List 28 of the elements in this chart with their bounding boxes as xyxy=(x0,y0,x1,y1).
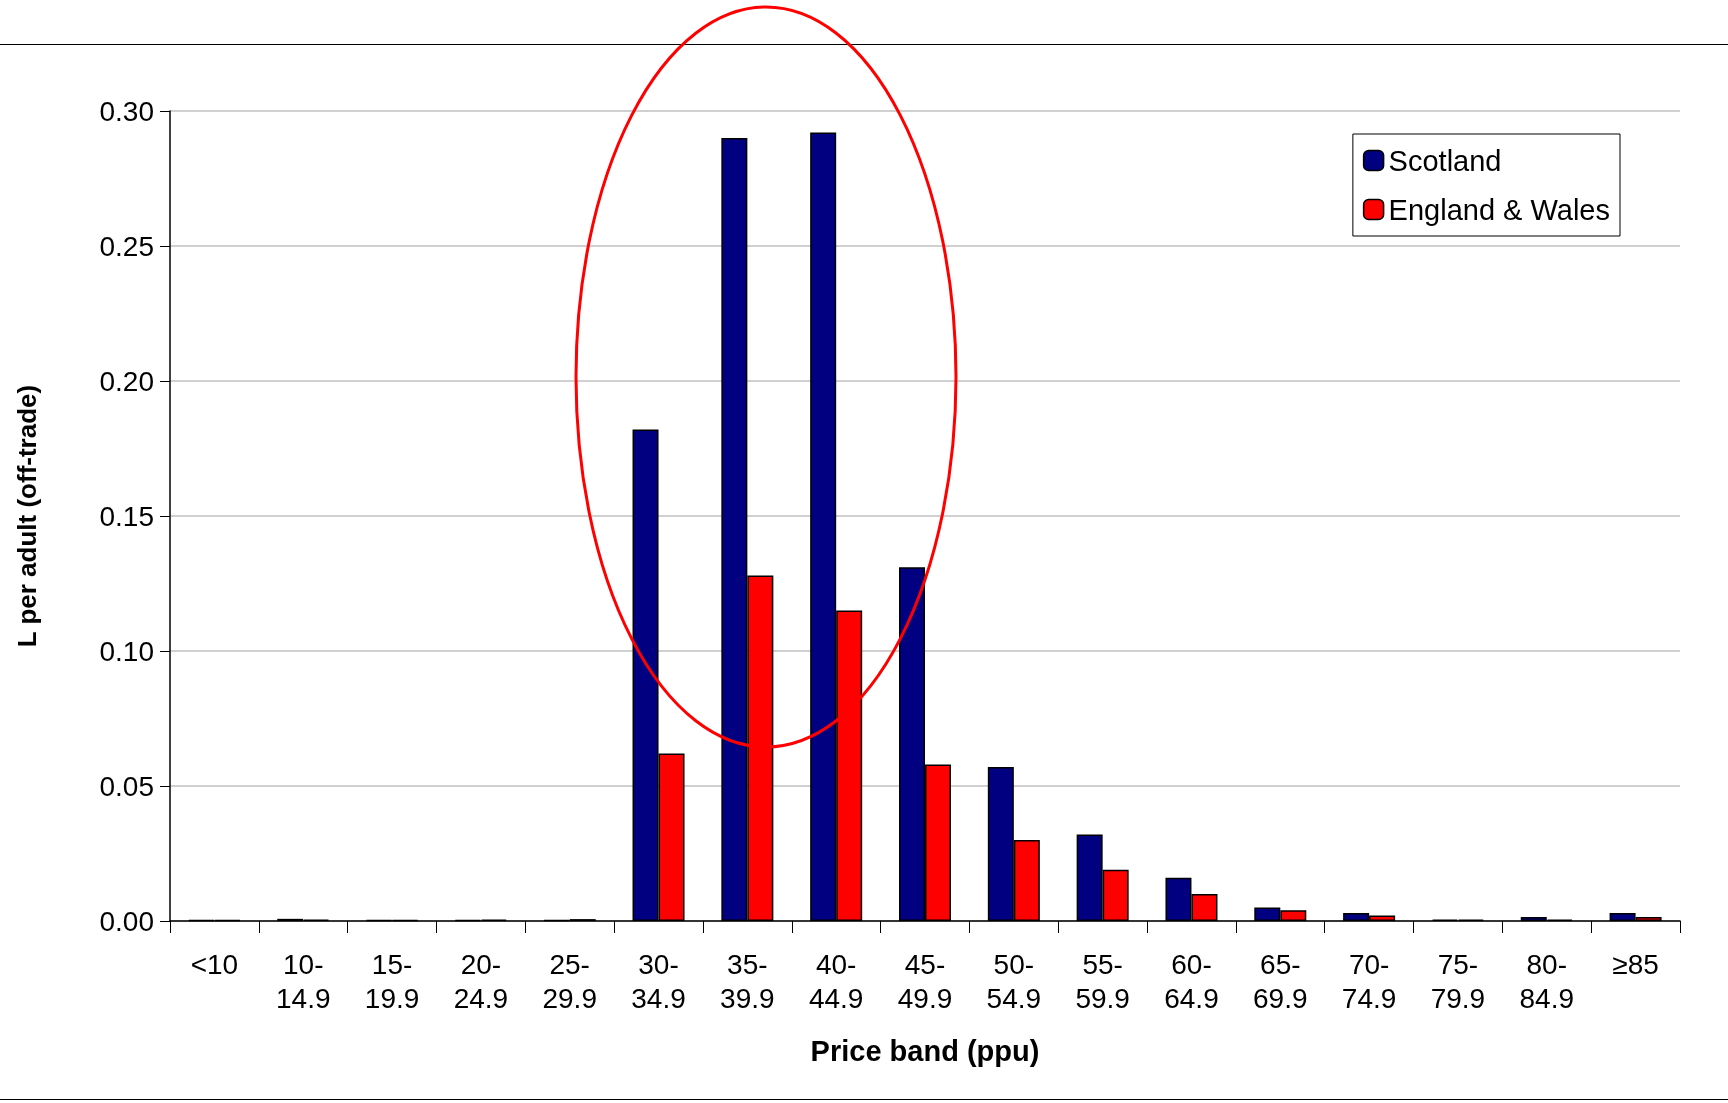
x-tick-label: 10-14.9 xyxy=(275,948,331,1014)
x-tick-label: ≥85 xyxy=(1612,948,1659,980)
y-tick-label: 0.00 xyxy=(99,905,154,937)
y-tick-label: 0.20 xyxy=(99,365,154,397)
x-tick-label: 75-79.9 xyxy=(1430,948,1486,1014)
x-tick-label: 65-69.9 xyxy=(1253,948,1308,1014)
legend-label: Scotland xyxy=(1388,144,1502,177)
x-tick-label: 45-49.9 xyxy=(897,948,953,1014)
y-tick-label: 0.25 xyxy=(99,230,154,262)
x-tick-label: 80-84.9 xyxy=(1519,948,1575,1014)
y-tick-label: 0.10 xyxy=(99,635,154,667)
x-tick-label: 20-24.9 xyxy=(453,948,509,1014)
x-tick-label: 50-54.9 xyxy=(986,948,1042,1014)
legend-label: England & Wales xyxy=(1388,193,1611,226)
x-tick-label: 35-39.9 xyxy=(720,948,775,1014)
x-tick-label: 55-59.9 xyxy=(1075,948,1130,1014)
x-tick-label: 60-64.9 xyxy=(1164,948,1219,1014)
x-axis-title: Price band (ppu) xyxy=(810,1034,1040,1067)
y-tick-label: 0.15 xyxy=(99,500,154,532)
y-tick-label: 0.30 xyxy=(99,95,154,127)
x-tick-label: 70-74.9 xyxy=(1341,948,1397,1014)
x-tick-label: 25-29.9 xyxy=(542,948,597,1014)
y-tick-label: 0.05 xyxy=(99,770,154,802)
x-tick-label: 15-19.9 xyxy=(364,948,420,1014)
x-tick-label: 30-34.9 xyxy=(631,948,686,1014)
y-axis-title: L per adult (off-trade) xyxy=(12,384,42,648)
x-tick-label: <10 xyxy=(190,948,239,980)
x-tick-label: 40-44.9 xyxy=(808,948,864,1014)
